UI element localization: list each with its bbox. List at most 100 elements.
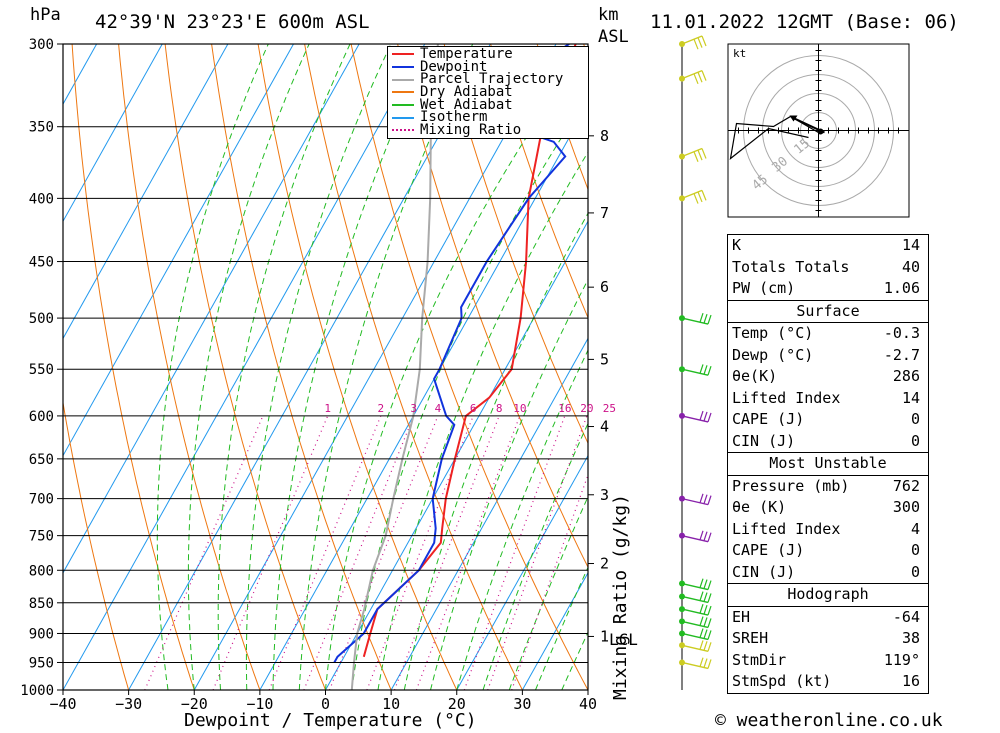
mixing-ratio-tick-label: 16 xyxy=(558,402,571,415)
isotherm-line xyxy=(390,337,588,690)
km-tick-label: 1 xyxy=(600,627,609,645)
legend-item: Wet Adiabat xyxy=(388,98,588,112)
wind-barb-shaft xyxy=(681,608,709,616)
km-tick-label: 2 xyxy=(600,555,609,573)
dry-adiabat-line xyxy=(956,44,1000,690)
dry-adiabat-line xyxy=(211,44,392,690)
pressure-tick-label: 400 xyxy=(29,191,54,207)
pressure-tick-label: 700 xyxy=(29,492,54,508)
wind-barb-flag xyxy=(693,151,699,162)
km-tick-label: 7 xyxy=(600,204,609,222)
wind-barb-flag xyxy=(701,190,707,201)
x-tick-label: −20 xyxy=(181,695,208,713)
index-label: K xyxy=(732,236,742,254)
index-value: 0 xyxy=(910,562,920,581)
wind-barb-flag xyxy=(703,658,708,668)
km-tick-label: 4 xyxy=(600,418,609,436)
wind-barb-shaft xyxy=(681,147,703,158)
wind-barb-flag xyxy=(697,149,703,161)
index-value: 1.06 xyxy=(883,279,920,297)
wind-barb-flag xyxy=(697,37,703,48)
index-row: θe(K) 286 xyxy=(728,366,928,388)
wind-barb-flag xyxy=(703,494,708,504)
x-tick-label: −40 xyxy=(49,695,76,713)
asl-unit-label: ASL xyxy=(598,27,629,47)
index-label: Lifted Index xyxy=(732,388,841,407)
wind-barb-flag xyxy=(703,641,708,651)
wind-barb-shaft xyxy=(681,497,709,506)
storm-motion-point xyxy=(817,128,824,135)
wet-adiabat-line xyxy=(272,44,433,690)
mixing-ratio-tick-label: 3 xyxy=(410,402,417,415)
index-row: Lifted Index 4 xyxy=(728,519,928,541)
pressure-tick-label: 450 xyxy=(29,255,54,271)
index-label: PW (cm) xyxy=(732,279,796,297)
copyright-text: © weatheronline.co.uk xyxy=(715,710,943,731)
index-row: Totals Totals 40 xyxy=(728,257,928,279)
index-row: CAPE (J) 0 xyxy=(728,540,928,562)
index-value: 0 xyxy=(910,541,920,559)
wind-barb-flag xyxy=(699,578,704,588)
wind-barb-shaft xyxy=(681,595,709,604)
pressure-tick-label: 500 xyxy=(29,311,54,327)
index-value: 38 xyxy=(901,629,920,647)
lcl-label: LCL xyxy=(609,630,638,649)
km-tick-label: 3 xyxy=(600,486,609,504)
index-label: Dewp (°C) xyxy=(732,345,814,364)
pressure-tick-label: 300 xyxy=(29,37,54,53)
legend-item: Dewpoint xyxy=(388,60,588,74)
wind-barb-flag xyxy=(707,532,712,542)
wind-barb-flag xyxy=(697,72,703,83)
index-label: CAPE (J) xyxy=(732,541,805,559)
indices-most-unstable: Pressure (mb) 762 θe (K) 300 Lifted Index 4 CA… xyxy=(728,476,928,584)
mixing-ratio-line xyxy=(393,415,500,690)
x-tick-label: 30 xyxy=(513,695,531,713)
wind-barb-flag xyxy=(701,35,707,47)
index-row: Lifted Index 14 xyxy=(728,388,928,410)
index-row: Pressure (mb) 762 xyxy=(728,476,928,498)
wind-barb-flag xyxy=(699,493,704,503)
index-value: 286 xyxy=(892,367,920,385)
legend-item: Mixing Ratio xyxy=(388,123,588,137)
index-value: 0 xyxy=(910,431,920,450)
index-value: 14 xyxy=(901,388,920,407)
wind-barb-column xyxy=(679,35,712,690)
wind-barb-shaft xyxy=(681,415,709,423)
wind-barb-flag xyxy=(703,604,708,615)
index-value: 762 xyxy=(892,476,920,495)
index-label: CIN (J) xyxy=(732,562,796,581)
legend-item: Isotherm xyxy=(388,111,588,124)
index-value: -64 xyxy=(892,607,920,626)
dry-adiabat-line xyxy=(164,44,326,690)
km-unit-label: km xyxy=(598,5,619,25)
index-row: EH -64 xyxy=(728,607,928,629)
wind-barb-flag xyxy=(703,365,708,375)
index-value: 300 xyxy=(892,498,920,516)
mixing-ratio-tick-label: 6 xyxy=(470,402,477,415)
legend-label: Temperature xyxy=(420,46,513,62)
index-row: CIN (J) 0 xyxy=(728,562,928,584)
wet-adiabat-line xyxy=(217,44,351,690)
surface-title: Surface xyxy=(728,301,928,323)
wind-barb-flag xyxy=(707,314,712,325)
legend-swatch xyxy=(392,78,414,81)
mixing-ratio-tick-label: 2 xyxy=(378,402,385,415)
wind-barb-flag xyxy=(707,580,712,590)
wind-barb-flag xyxy=(707,366,712,376)
x-tick-label: 40 xyxy=(579,695,597,713)
wind-barb-flag xyxy=(707,630,712,640)
pressure-tick-label: 750 xyxy=(29,529,54,545)
wind-barb-flag xyxy=(699,628,704,638)
index-value: 14 xyxy=(901,236,920,254)
wind-barb-shaft xyxy=(681,69,703,80)
pressure-unit-label: hPa xyxy=(30,5,61,25)
wind-barb-flag xyxy=(693,38,699,50)
wind-barb-flag xyxy=(699,530,704,540)
dry-adiabat-line xyxy=(257,44,458,690)
isotherm-line xyxy=(456,454,588,690)
wind-barb-shaft xyxy=(681,661,709,670)
wind-barb-flag xyxy=(699,616,704,626)
index-label: StmDir xyxy=(732,650,787,669)
index-label: StmSpd (kt) xyxy=(732,672,832,690)
